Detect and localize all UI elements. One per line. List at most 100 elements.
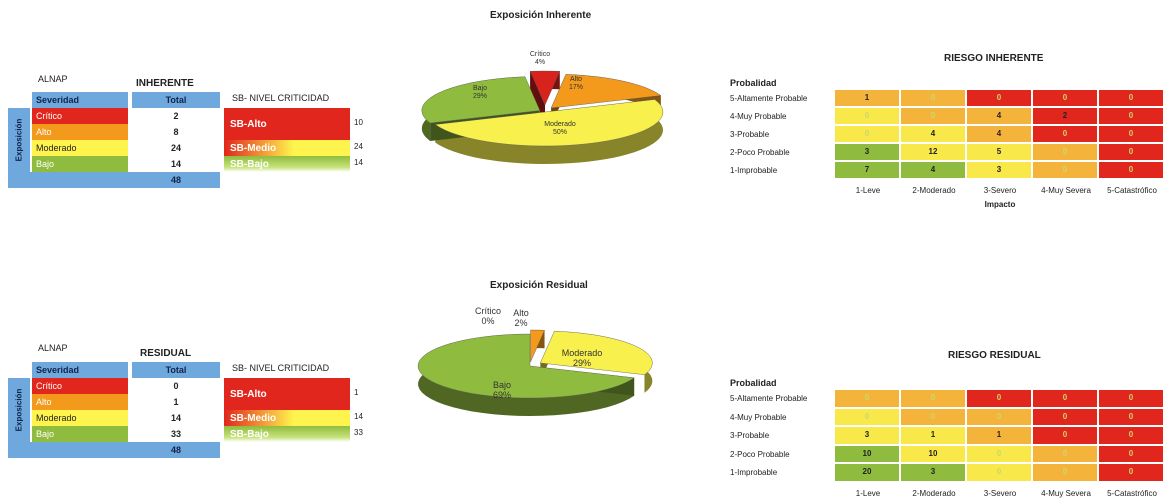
- severity-total: 24: [170, 143, 181, 153]
- pie-slice-moderado: [434, 99, 664, 147]
- pie-label-pct: 69%: [493, 390, 511, 400]
- severity-total: 8: [173, 127, 179, 137]
- col-severity: Severidad: [32, 92, 128, 108]
- table-row: Alto 1: [8, 394, 220, 410]
- row-label: 1-Improbable: [730, 166, 778, 175]
- heatmap-cell: 0: [1099, 162, 1165, 180]
- heatmap-cell: 4: [901, 126, 967, 144]
- column-label: 5-Catastrófico: [1107, 488, 1157, 498]
- row-label: 5-Altamente Probable: [730, 94, 808, 103]
- table-header-row: Severidad Total: [8, 92, 220, 108]
- severity-label: Bajo: [32, 156, 128, 172]
- col-severity: Severidad: [32, 362, 128, 378]
- heatmap-cell: 0: [1099, 108, 1165, 126]
- y-axis-title: Probalidad: [730, 78, 777, 88]
- row-label: 1-Improbable: [730, 468, 778, 477]
- heatmap-cell: 0: [901, 90, 967, 108]
- pie-label-name: Bajo: [493, 380, 511, 390]
- pie-label-name: Alto: [570, 76, 582, 83]
- heatmap-cell: 1: [835, 90, 901, 108]
- sb-heading: SB- NIVEL CRITICIDAD: [232, 93, 330, 103]
- severity-label: Alto: [32, 124, 128, 140]
- column-label: 5-Catastrófico: [1107, 186, 1157, 195]
- pie-label-pct: 29%: [473, 93, 487, 100]
- heatmap-cell: 0: [1099, 464, 1165, 483]
- pie-slice-bajo: [421, 76, 541, 124]
- row-label: 3-Probable: [730, 431, 770, 440]
- column-label: 4-Muy Severa: [1041, 488, 1091, 498]
- row-label: 4-Muy Probable: [730, 112, 787, 121]
- heatmap-cell: 3: [967, 162, 1033, 180]
- sb-bajo: SB-Bajo: [224, 156, 350, 172]
- column-label: 4-Muy Severa: [1041, 186, 1091, 195]
- sb-alto: SB-Alto: [224, 108, 350, 140]
- heatmap-cell: 10: [835, 445, 901, 464]
- pie-slice-side-moderado: [435, 99, 663, 164]
- heatmap-cell: 4: [967, 126, 1033, 144]
- table-row: Bajo 14: [8, 156, 220, 172]
- sb-count: 10: [354, 118, 363, 127]
- pie-label-pct: 2%: [514, 318, 527, 328]
- pie-label-pct: 4%: [535, 59, 545, 66]
- heatmap-cell: 0: [1033, 464, 1099, 483]
- pie-label-pct: 17%: [569, 84, 583, 91]
- grand-total: 48: [170, 445, 181, 455]
- heatmap-cell: 0: [1033, 427, 1099, 446]
- heatmap-cell: 0: [967, 90, 1033, 108]
- table-row: Bajo 33: [8, 426, 220, 442]
- column-label: 3-Severo: [983, 186, 1017, 195]
- pie-label-pct: 50%: [553, 129, 567, 136]
- heatmap-cell: 0: [1033, 126, 1099, 144]
- heatmap-cell: 0: [967, 445, 1033, 464]
- heatmap-cell: 2: [1033, 108, 1099, 126]
- column-label: 2-Moderado: [912, 186, 956, 195]
- row-label: 5-Altamente Probable: [730, 394, 808, 403]
- exposure-side-label: Exposición: [8, 378, 30, 442]
- severity-total: 33: [170, 429, 181, 439]
- x-axis-title: Impacto: [984, 200, 1016, 209]
- column-label: 2-Moderado: [912, 488, 956, 498]
- col-total: Total: [132, 92, 220, 108]
- pie-label-name: Alto: [513, 308, 529, 318]
- heatmap-cell: 0: [1099, 90, 1165, 108]
- severity-total: 2: [173, 111, 179, 121]
- col-total: Total: [132, 362, 220, 378]
- heatmap-title: RIESGO INHERENTE: [944, 53, 1044, 64]
- heatmap-cell: 1: [967, 427, 1033, 446]
- sb-count: 14: [354, 412, 363, 421]
- severity-label: Alto: [32, 394, 128, 410]
- pie-slice-crítico: [529, 70, 561, 106]
- severity-label: Bajo: [32, 426, 128, 442]
- heatmap-cell: 3: [901, 464, 967, 483]
- pie-label-name: Crítico: [530, 51, 550, 58]
- heatmap-cell: 0: [835, 390, 901, 409]
- column-label: 1-Leve: [855, 186, 881, 195]
- heatmap-cell: 0: [835, 408, 901, 427]
- heatmap-cell: 0: [1033, 144, 1099, 162]
- severity-label: Crítico: [32, 108, 128, 124]
- row-label: 4-Muy Probable: [730, 412, 787, 422]
- sb-heading: SB- NIVEL CRITICIDAD: [232, 363, 330, 373]
- heatmap-cell: 10: [901, 445, 967, 464]
- pie-label-pct: 0%: [481, 316, 494, 326]
- heatmap-cell: 0: [967, 390, 1033, 409]
- heatmap-cell: 12: [901, 144, 967, 162]
- row-label: 2-Poco Probable: [730, 449, 790, 459]
- heatmap-cell: 0: [901, 108, 967, 126]
- heatmap-cell: 0: [1099, 126, 1165, 144]
- heatmap-cell: 20: [835, 464, 901, 483]
- heatmap-cell: 0: [1099, 390, 1165, 409]
- heatmap-cell: 0: [1033, 162, 1099, 180]
- heatmap-cell: 4: [967, 108, 1033, 126]
- heatmap-cell: 0: [1033, 390, 1099, 409]
- pie-label-name: Moderado: [544, 121, 576, 128]
- severity-label: Crítico: [32, 378, 128, 394]
- pie-slice-alto: [530, 329, 545, 363]
- pie-slice-wall-crítico: [530, 71, 545, 123]
- pie-title: Exposición Inherente: [490, 10, 592, 21]
- heatmap-cell: 0: [1099, 427, 1165, 446]
- heatmap-cell: 0: [1033, 445, 1099, 464]
- sb-alto: SB-Alto: [224, 378, 350, 410]
- grand-total: 48: [170, 175, 181, 185]
- y-axis-title: Probalidad: [730, 378, 777, 388]
